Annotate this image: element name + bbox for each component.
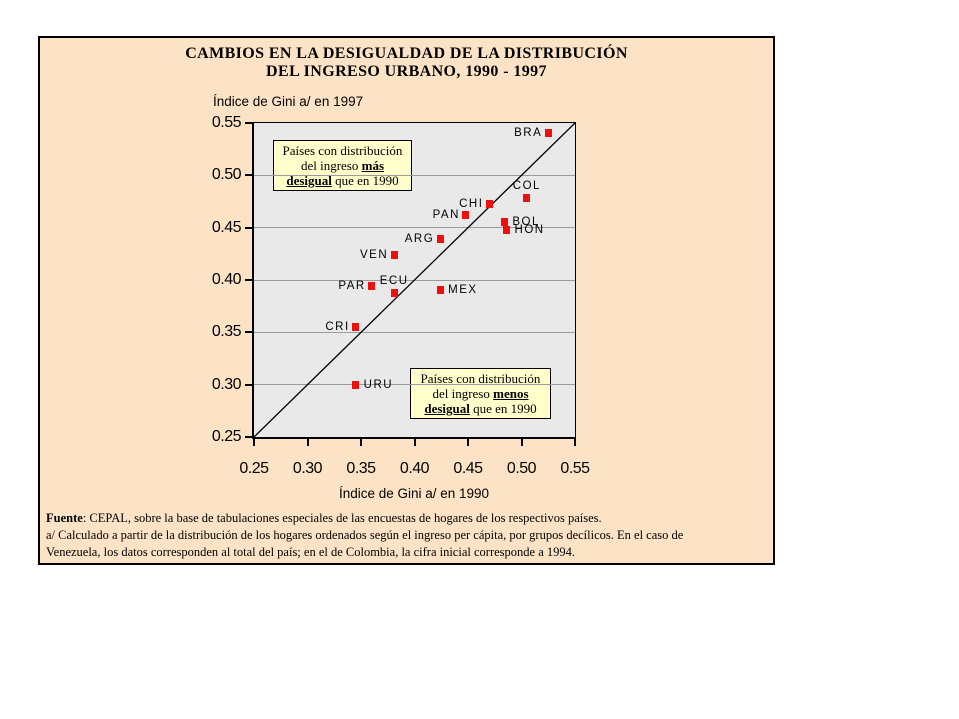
data-point-label-COL: COL (512, 180, 541, 193)
gridline (254, 227, 575, 229)
data-point-MEX (436, 286, 444, 295)
data-point-COL (523, 194, 531, 203)
annotation-less-emph1: menos (493, 386, 529, 401)
data-point-BRA (544, 129, 552, 138)
data-point-label-VEN: VEN (360, 248, 389, 261)
source-label: Fuente (46, 511, 83, 525)
data-point-VEN (390, 250, 398, 259)
data-point-CHI (485, 199, 493, 208)
annotation-more-emph1: más (361, 158, 385, 173)
x-tick (306, 437, 309, 446)
y-tick (245, 331, 252, 334)
y-tick (245, 383, 252, 386)
y-axis-title: Índice de Gini a/ en 1997 (213, 94, 364, 109)
y-tick-label: 0.35 (211, 323, 242, 341)
data-point-label-CRI: CRI (325, 321, 350, 334)
footnote-line-2: Venezuela, los datos corresponden al tot… (46, 545, 575, 559)
y-tick (245, 174, 252, 177)
data-point-CRI (352, 323, 360, 332)
data-point-ARG (436, 235, 444, 244)
data-point-HON (503, 225, 511, 234)
data-point-PAR (368, 282, 376, 291)
x-tick-label: 0.40 (399, 460, 430, 477)
y-tick-label: 0.45 (211, 218, 242, 236)
y-tick-label: 0.55 (211, 114, 242, 131)
y-tick-label: 0.50 (211, 166, 242, 184)
chart-title-line-1: CAMBIOS EN LA DESIGUALDAD DE LA DISTRIBU… (185, 45, 628, 62)
x-tick-label: 0.30 (292, 460, 323, 477)
data-point-label-ARG: ARG (404, 233, 435, 246)
x-tick (360, 437, 362, 446)
x-tick (467, 437, 469, 446)
annotation-less-emph2: desigual (424, 401, 470, 416)
figure-panel: CAMBIOS EN LA DESIGUALDAD DE LA DISTRIBU… (38, 36, 775, 565)
y-tick (245, 279, 252, 281)
annotation-less-text: Países con distribución del ingreso (420, 371, 541, 401)
data-point-PAN (462, 211, 470, 220)
x-tick (520, 437, 523, 446)
footnote-line-1: a/ Calculado a partir de la distribución… (46, 528, 684, 542)
x-tick (253, 437, 255, 446)
x-tick-label: 0.50 (506, 460, 537, 477)
y-tick (245, 122, 252, 124)
data-point-URU (352, 380, 360, 389)
plot-area: Índice de Gini a/ en 1990 Países con dis… (212, 114, 590, 501)
x-axis-title: Índice de Gini a/ en 1990 (338, 486, 490, 501)
x-tick-label: 0.35 (346, 460, 376, 477)
equality-diagonal-line (253, 122, 576, 438)
gridline (254, 331, 575, 333)
y-tick (245, 436, 252, 438)
annotation-more-text: Países con distribución del ingreso (282, 143, 403, 173)
data-point-label-MEX: MEX (448, 284, 478, 297)
gridline (254, 174, 575, 176)
chart-title: CAMBIOS EN LA DESIGUALDAD DE LA DISTRIBU… (40, 45, 773, 81)
data-point-label-HON: HON (514, 223, 545, 236)
y-tick (245, 226, 252, 229)
data-point-label-URU: URU (363, 378, 394, 391)
annotation-less-unequal: Países con distribución del ingreso meno… (410, 368, 551, 419)
data-point-label-PAN: PAN (432, 209, 460, 222)
data-point-label-PAR: PAR (338, 280, 366, 293)
x-tick-label: 0.55 (560, 460, 590, 477)
data-point-ECU (390, 288, 398, 297)
source-note: Fuente: CEPAL, sobre la base de tabulaci… (46, 510, 768, 561)
x-tick (413, 437, 416, 446)
x-tick (574, 437, 576, 446)
data-point-label-BOL: BOL (512, 216, 540, 229)
y-tick-label: 0.30 (211, 375, 242, 393)
annotation-more-unequal: Países con distribución del ingreso más … (273, 140, 412, 191)
y-tick-label: 0.25 (211, 428, 242, 445)
gridline (254, 384, 575, 386)
y-tick-label: 0.40 (211, 271, 242, 288)
x-tick-label: 0.25 (239, 460, 269, 477)
chart-title-line-2: DEL INGRESO URBANO, 1990 - 1997 (266, 63, 547, 80)
x-tick-label: 0.45 (453, 460, 483, 477)
data-point-label-CHI: CHI (459, 197, 484, 210)
data-point-label-ECU: ECU (379, 274, 409, 287)
data-point-label-BRA: BRA (514, 127, 543, 140)
source-line: Fuente: CEPAL, sobre la base de tabulaci… (46, 511, 602, 525)
data-point-BOL (500, 218, 508, 227)
annotation-more-emph2: desigual (286, 173, 332, 188)
